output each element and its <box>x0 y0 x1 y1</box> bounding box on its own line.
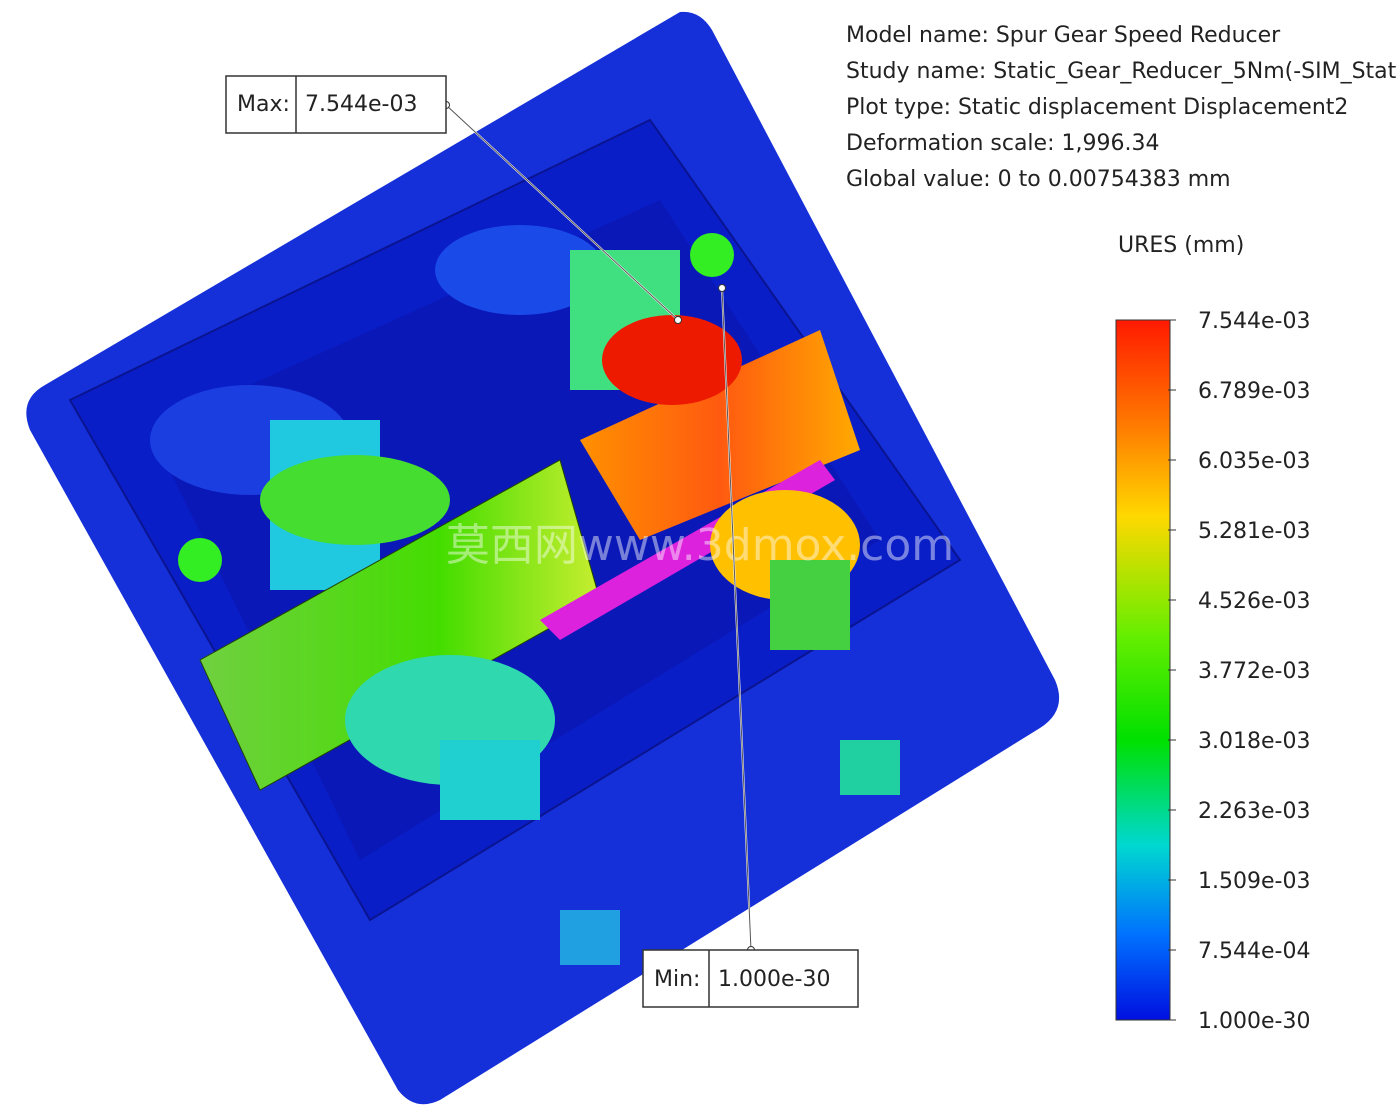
watermark: 莫西网www.3dmox.com <box>446 520 954 571</box>
legend-label: 6.789e-03 <box>1198 379 1310 404</box>
info-line: Deformation scale: 1,996.34 <box>846 131 1159 156</box>
model <box>26 11 1060 1105</box>
max-value: 7.544e-03 <box>305 92 417 117</box>
max-label: Max: <box>237 92 290 117</box>
legend-label: 7.544e-04 <box>1198 939 1310 964</box>
callouts: Max: 7.544e-03 Min: 1.000e-30 <box>225 75 859 1008</box>
legend-label: 4.526e-03 <box>1198 589 1310 614</box>
min-label: Min: <box>654 967 700 992</box>
legend-title: URES (mm) <box>1118 233 1244 258</box>
info-line: Study name: Static_Gear_Reducer_5Nm(-SIM… <box>846 59 1398 84</box>
legend-label: 5.281e-03 <box>1198 519 1310 544</box>
min-value: 1.000e-30 <box>718 967 830 992</box>
study-info: Model name: Spur Gear Speed Reducer Study… <box>846 23 1398 192</box>
legend-label: 3.018e-03 <box>1198 729 1310 754</box>
legend-label: 1.509e-03 <box>1198 869 1310 894</box>
color-bar <box>1115 319 1171 1021</box>
info-line: Global value: 0 to 0.00754383 mm <box>846 167 1231 192</box>
legend-label: 3.772e-03 <box>1198 659 1310 684</box>
legend-label: 2.263e-03 <box>1198 799 1310 824</box>
legend-label: 7.544e-03 <box>1198 309 1310 334</box>
legend-label: 1.000e-30 <box>1198 1009 1310 1034</box>
info-line: Model name: Spur Gear Speed Reducer <box>846 23 1281 48</box>
legend-labels: 7.544e-03 6.789e-03 6.035e-03 5.281e-03 4.52… <box>1168 309 1310 1034</box>
info-line: Plot type: Static displacement Displacem… <box>846 95 1348 120</box>
legend-label: 6.035e-03 <box>1198 449 1310 474</box>
